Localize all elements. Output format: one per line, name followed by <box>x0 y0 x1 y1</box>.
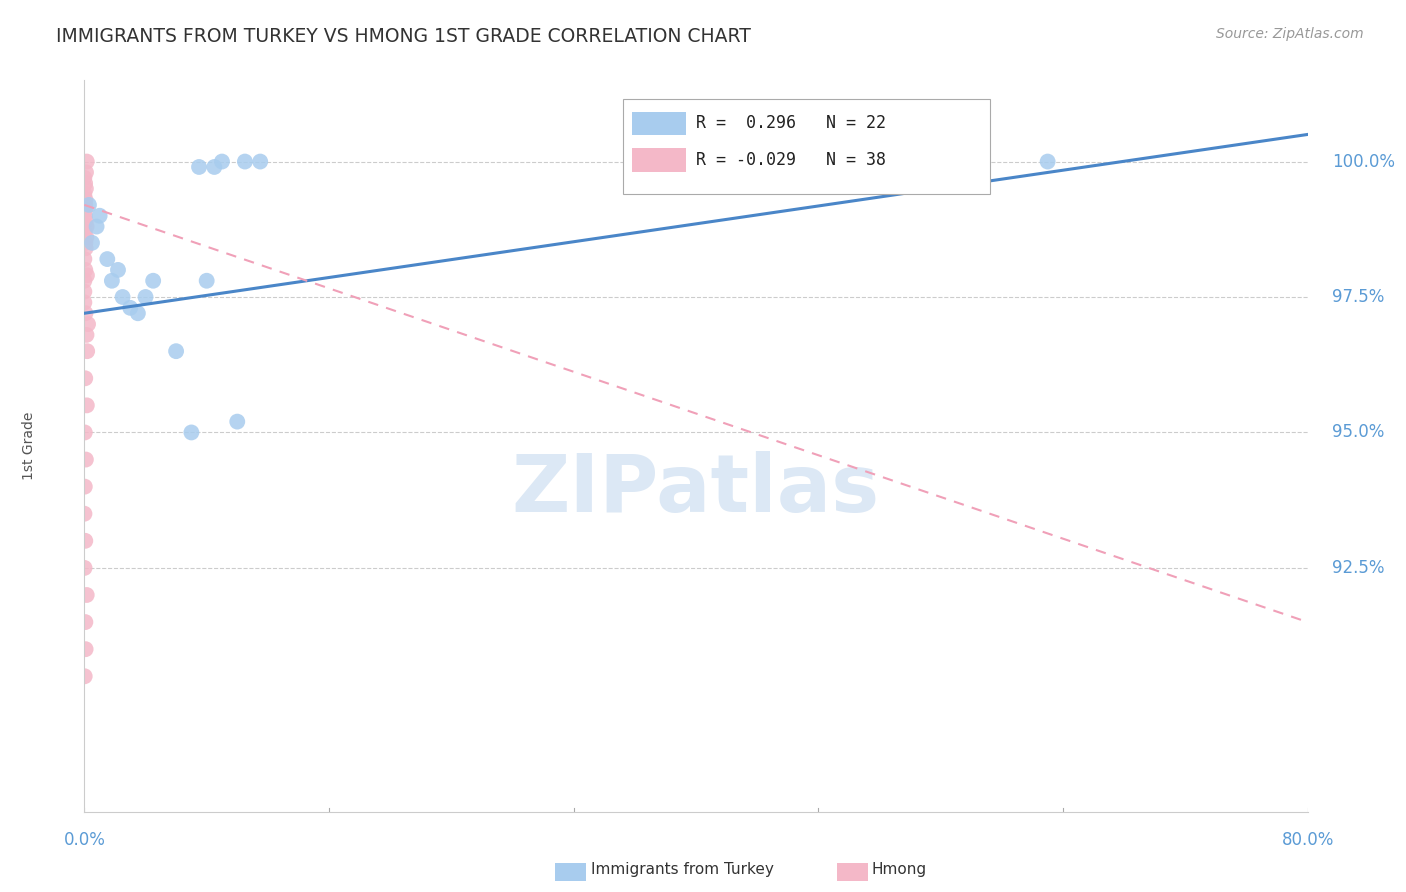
Point <box>73 425 96 440</box>
Point <box>75 165 97 179</box>
Point <box>165 344 187 359</box>
Point <box>76 268 98 283</box>
Point <box>142 274 165 288</box>
Point <box>73 274 96 288</box>
Point <box>226 415 249 429</box>
Point <box>75 198 97 212</box>
Point <box>73 295 96 310</box>
FancyBboxPatch shape <box>633 148 686 171</box>
Point <box>75 533 97 548</box>
Point <box>96 252 118 266</box>
Point <box>188 160 211 174</box>
Text: 100.0%: 100.0% <box>1331 153 1395 170</box>
Point <box>77 317 100 331</box>
Text: Immigrants from Turkey: Immigrants from Turkey <box>591 863 773 877</box>
Point <box>76 588 98 602</box>
Point <box>120 301 142 315</box>
Point <box>75 241 97 255</box>
Point <box>73 561 96 575</box>
Point <box>233 154 256 169</box>
Point <box>73 480 96 494</box>
Point <box>75 181 97 195</box>
Point <box>73 187 96 202</box>
Text: Source: ZipAtlas.com: Source: ZipAtlas.com <box>1216 27 1364 41</box>
Point <box>73 669 96 683</box>
Point <box>86 219 108 234</box>
Point <box>73 285 96 299</box>
Point <box>73 225 96 239</box>
Point <box>73 209 96 223</box>
Point <box>111 290 134 304</box>
Point <box>75 306 97 320</box>
Point <box>135 290 157 304</box>
Text: 92.5%: 92.5% <box>1331 559 1385 577</box>
Point <box>75 263 97 277</box>
Point <box>101 274 124 288</box>
Point <box>76 154 98 169</box>
Point <box>89 209 111 223</box>
Point <box>73 170 96 185</box>
Text: 80.0%: 80.0% <box>1281 830 1334 848</box>
FancyBboxPatch shape <box>633 112 686 136</box>
Point <box>75 642 97 657</box>
Point <box>73 252 96 266</box>
Point <box>75 235 97 250</box>
Point <box>80 235 103 250</box>
Point <box>76 327 98 342</box>
Point <box>76 344 98 359</box>
Text: R = -0.029   N = 38: R = -0.029 N = 38 <box>696 151 886 169</box>
Point <box>211 154 233 169</box>
FancyBboxPatch shape <box>623 99 990 194</box>
Point <box>76 219 98 234</box>
Text: IMMIGRANTS FROM TURKEY VS HMONG 1ST GRADE CORRELATION CHART: IMMIGRANTS FROM TURKEY VS HMONG 1ST GRAD… <box>56 27 751 45</box>
Point <box>75 176 97 190</box>
Text: 1st Grade: 1st Grade <box>22 412 37 480</box>
Point <box>202 160 225 174</box>
Point <box>76 398 98 412</box>
Point <box>75 230 97 244</box>
Point <box>127 306 149 320</box>
Point <box>75 371 97 385</box>
Text: Hmong: Hmong <box>872 863 927 877</box>
Text: 0.0%: 0.0% <box>63 830 105 848</box>
Point <box>75 193 97 207</box>
Text: ZIPatlas: ZIPatlas <box>512 450 880 529</box>
Text: 95.0%: 95.0% <box>1331 424 1385 442</box>
Point <box>1036 154 1059 169</box>
Point <box>180 425 202 440</box>
Text: R =  0.296   N = 22: R = 0.296 N = 22 <box>696 114 886 132</box>
Text: 97.5%: 97.5% <box>1331 288 1385 306</box>
Point <box>249 154 271 169</box>
Point <box>77 198 100 212</box>
Point <box>75 214 97 228</box>
Point <box>73 507 96 521</box>
Point <box>75 452 97 467</box>
Point <box>107 263 129 277</box>
Point <box>75 615 97 629</box>
Point <box>195 274 218 288</box>
Point <box>75 203 97 218</box>
